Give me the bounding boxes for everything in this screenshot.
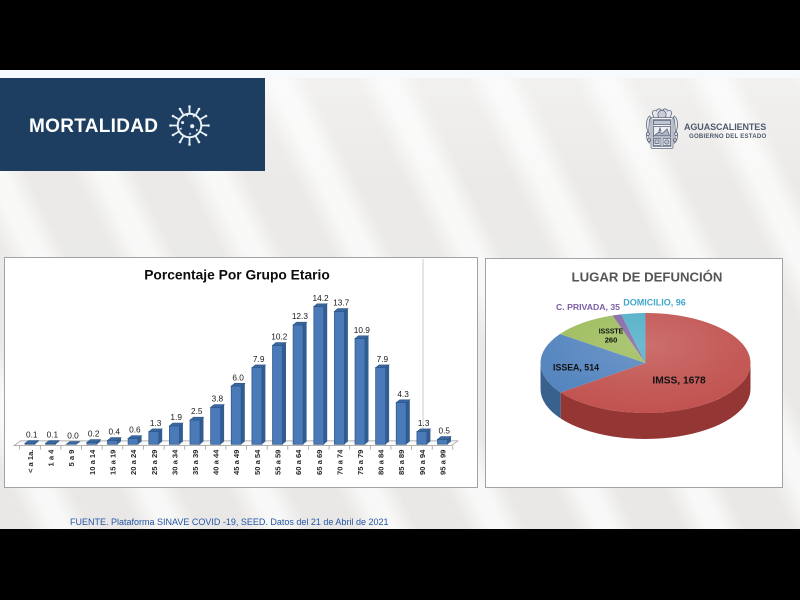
svg-text:45 a 49: 45 a 49 <box>232 450 241 475</box>
svg-text:90 a 94: 90 a 94 <box>418 449 427 475</box>
svg-text:1 a 4: 1 a 4 <box>47 449 56 467</box>
svg-text:10.2: 10.2 <box>271 332 288 342</box>
svg-text:70 a 74: 70 a 74 <box>335 449 344 475</box>
svg-text:IMSS, 1678: IMSS, 1678 <box>652 376 706 387</box>
svg-text:60 a 64: 60 a 64 <box>294 449 303 475</box>
svg-text:0.1: 0.1 <box>47 430 59 440</box>
svg-text:20 a 24: 20 a 24 <box>129 449 138 475</box>
svg-text:25 a 29: 25 a 29 <box>150 450 159 475</box>
svg-text:7.9: 7.9 <box>253 354 265 364</box>
svg-text:85 a 89: 85 a 89 <box>397 450 406 475</box>
svg-text:95 a 99: 95 a 99 <box>439 450 448 475</box>
svg-text:< a 1a.: < a 1a. <box>26 450 35 473</box>
svg-text:ISSSTE: ISSSTE <box>599 329 624 336</box>
svg-text:0.2: 0.2 <box>88 429 100 439</box>
svg-text:65 a 69: 65 a 69 <box>315 450 324 475</box>
svg-text:75 a 79: 75 a 79 <box>356 450 365 475</box>
svg-text:13.7: 13.7 <box>333 298 350 308</box>
svg-text:55 a 59: 55 a 59 <box>274 450 283 475</box>
svg-text:Porcentaje Por Grupo Etario: Porcentaje Por Grupo Etario <box>144 268 330 283</box>
svg-text:12.3: 12.3 <box>292 311 309 321</box>
svg-text:30 a 34: 30 a 34 <box>170 449 179 475</box>
svg-text:15 a 19: 15 a 19 <box>109 450 118 475</box>
svg-text:40 a 44: 40 a 44 <box>212 449 221 475</box>
svg-text:1.9: 1.9 <box>170 412 182 422</box>
svg-text:0.1: 0.1 <box>26 430 38 440</box>
svg-text:1.3: 1.3 <box>418 418 430 428</box>
svg-text:DOMICILIO, 96: DOMICILIO, 96 <box>623 298 686 308</box>
svg-text:6.0: 6.0 <box>232 372 244 382</box>
svg-text:2.5: 2.5 <box>191 406 203 416</box>
svg-text:35 a 39: 35 a 39 <box>191 450 200 475</box>
svg-text:1.3: 1.3 <box>150 418 162 428</box>
svg-text:80 a 84: 80 a 84 <box>377 449 386 475</box>
svg-text:0.4: 0.4 <box>109 427 121 437</box>
svg-text:7.9: 7.9 <box>377 354 389 364</box>
svg-text:14.2: 14.2 <box>313 293 330 303</box>
svg-text:10 a 14: 10 a 14 <box>88 449 97 475</box>
svg-text:4.3: 4.3 <box>397 389 409 399</box>
svg-text:260: 260 <box>605 336 618 345</box>
svg-text:C. PRIVADA, 35: C. PRIVADA, 35 <box>556 302 620 312</box>
svg-text:5 a 9: 5 a 9 <box>67 450 76 467</box>
svg-text:50 a 54: 50 a 54 <box>253 449 262 475</box>
svg-text:ISSEA, 514: ISSEA, 514 <box>553 363 599 373</box>
svg-text:10.9: 10.9 <box>354 325 371 335</box>
svg-text:0.6: 0.6 <box>129 425 141 435</box>
svg-text:LUGAR DE DEFUNCIÓN: LUGAR DE DEFUNCIÓN <box>572 270 723 285</box>
svg-text:0.0: 0.0 <box>67 431 79 441</box>
svg-text:0.5: 0.5 <box>439 426 451 436</box>
svg-text:3.8: 3.8 <box>212 394 224 404</box>
